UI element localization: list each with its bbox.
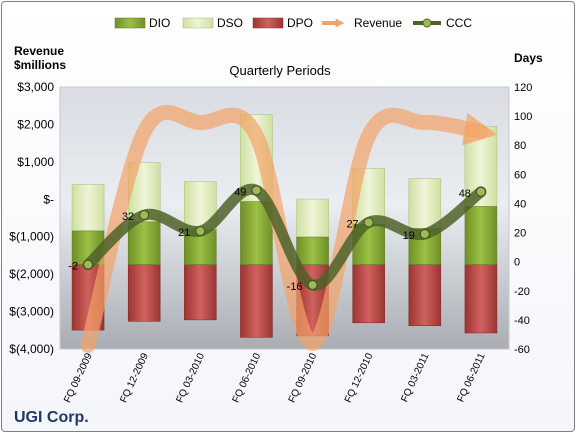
category-label: FQ 09-2010 (287, 351, 320, 404)
legend-label-dso: DSO (217, 16, 243, 30)
ccc-point (419, 229, 430, 240)
bar-dpo (127, 264, 161, 322)
ccc-line (82, 183, 487, 291)
ccc-point (363, 217, 374, 228)
bar-dio (127, 221, 161, 265)
right-tick-label: 20 (514, 228, 526, 240)
legend: DIO DSO DPO Revenue CCC (114, 16, 472, 30)
bar-dso (296, 198, 329, 238)
ccc-data-label: 21 (178, 227, 190, 239)
ccc-point (475, 186, 486, 197)
right-tick-label: -20 (514, 286, 530, 298)
bar-dio (464, 206, 498, 265)
ccc-data-label: 27 (346, 218, 358, 230)
left-tick-label: $3,000 (17, 80, 54, 94)
right-tick-label: 40 (514, 198, 526, 210)
right-tick-label: 0 (514, 257, 520, 269)
left-axis-label-line2: $millions (14, 58, 66, 72)
legend-label-revenue: Revenue (354, 16, 402, 30)
bar-dpo (464, 264, 498, 334)
right-axis-ticks: 120 100 80 60 40 20 0 -20 -40 -60 (514, 82, 532, 356)
left-tick-label: $(3,000) (9, 305, 54, 319)
ccc-point (139, 210, 150, 221)
ccc-data-label: 32 (122, 211, 134, 223)
bar-dpo (240, 264, 273, 338)
bar-dpo (408, 264, 442, 326)
bar-dpo (184, 264, 217, 321)
ccc-data-label: 19 (403, 230, 415, 242)
legend-swatch-dio (114, 17, 146, 29)
right-tick-label: -40 (514, 315, 530, 327)
right-tick-label: 80 (514, 140, 526, 152)
left-tick-label: $(4,000) (9, 342, 54, 356)
left-tick-label: $- (43, 192, 54, 206)
category-label: FQ 03-2010 (175, 351, 208, 404)
right-tick-label: -60 (514, 344, 530, 356)
ccc-point (83, 259, 94, 270)
legend-swatch-ccc-marker (422, 18, 432, 28)
left-tick-label: $2,000 (17, 117, 54, 131)
right-tick-label: 60 (514, 169, 526, 181)
ccc-data-label: -16 (287, 281, 303, 293)
company-name: UGI Corp. (14, 409, 89, 426)
category-label: FQ 12-2009 (118, 351, 151, 404)
legend-label-ccc: CCC (446, 16, 472, 30)
ccc-data-label: 49 (234, 186, 246, 198)
bar-dio (296, 236, 329, 265)
right-tick-label: 100 (514, 111, 532, 123)
right-axis-label: Days (514, 51, 543, 65)
category-label: FQ 06-2010 (231, 351, 264, 404)
left-axis-ticks: $3,000 $2,000 $1,000 $- $(1,000) $(2,000) $(3,… (9, 80, 54, 356)
bar-dso (71, 184, 105, 232)
bar-dso (408, 178, 442, 229)
chart-title: Quarterly Periods (229, 63, 331, 78)
ccc-point (251, 185, 262, 196)
category-label: FQ 03-2011 (399, 351, 431, 404)
bar-dpo (352, 264, 385, 324)
ccc-data-label: 48 (459, 188, 471, 200)
legend-swatch-dso (182, 17, 214, 29)
category-label: FQ 12-2010 (343, 351, 376, 404)
left-axis-label-line1: Revenue (14, 44, 64, 58)
ccc-series: -2 32 21 49 -16 27 19 48 (68, 183, 487, 293)
category-label: FQ 06-2011 (455, 351, 487, 404)
ccc-data-label: -2 (68, 261, 78, 273)
left-tick-label: $1,000 (17, 155, 54, 169)
right-tick-label: 120 (514, 82, 532, 94)
ccc-point (307, 279, 318, 290)
category-labels: FQ 09-2009 FQ 12-2009 FQ 03-2010 FQ 06-2010… (62, 351, 488, 404)
left-tick-label: $(2,000) (9, 267, 54, 281)
legend-label-dio: DIO (149, 16, 170, 30)
ccc-point (195, 226, 206, 237)
left-tick-label: $(1,000) (9, 230, 54, 244)
legend-label-dpo: DPO (287, 16, 313, 30)
legend-swatch-dpo (252, 17, 284, 29)
category-label: FQ 09-2009 (62, 351, 95, 404)
